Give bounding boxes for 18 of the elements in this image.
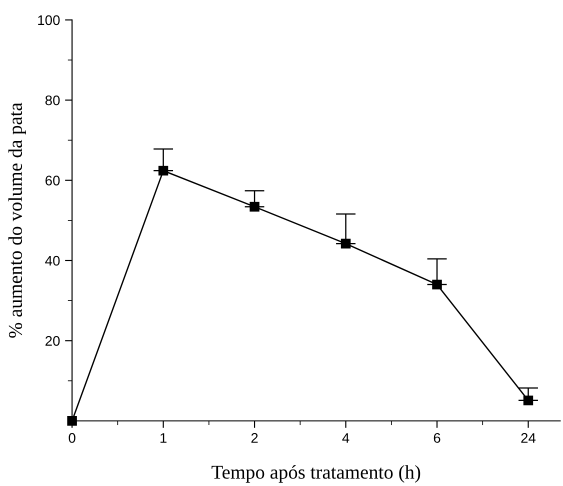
y-tick-label: 60 xyxy=(46,176,60,186)
x-tick-label: 4 xyxy=(342,433,350,443)
y-tick-label: 80 xyxy=(45,95,60,106)
point xyxy=(250,202,260,212)
y-tick-label: 20 xyxy=(46,336,60,346)
x-axis-title: Tempo após tratamento (h) xyxy=(212,465,420,483)
x-tick-label: 24 xyxy=(521,433,536,443)
point xyxy=(523,396,534,406)
x-tick-label: 0 xyxy=(68,433,76,443)
point xyxy=(158,166,168,176)
y-tick-label: 100 xyxy=(38,15,60,26)
x-tick-label: 2 xyxy=(251,433,258,443)
x-tick-label: 6 xyxy=(434,433,440,443)
y-axis-title: % aumento do volume da pata xyxy=(8,102,26,338)
point xyxy=(340,238,351,249)
x-tick-label: 1 xyxy=(160,433,166,443)
point xyxy=(432,280,442,290)
y-tick-label: 40 xyxy=(45,256,60,266)
